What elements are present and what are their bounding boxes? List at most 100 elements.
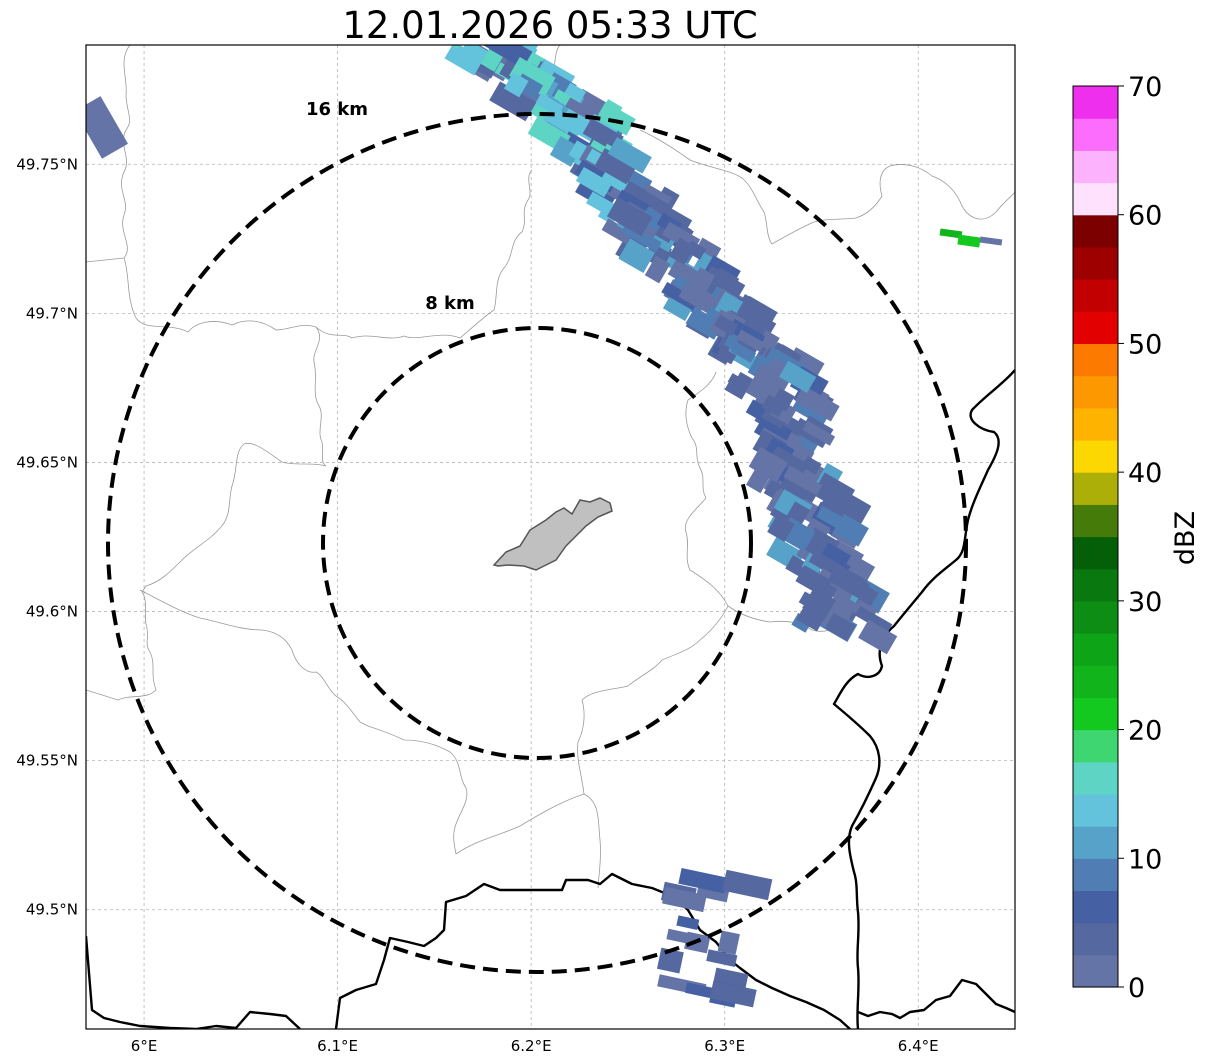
- colorbar-segment: [1073, 858, 1118, 892]
- echo-cell: [503, 72, 529, 98]
- echo-cell: [826, 591, 858, 621]
- radar-echoes: [86, 45, 1003, 1008]
- echo-cell: [791, 612, 813, 633]
- echo-cell: [822, 475, 846, 497]
- colorbar-segment: [1073, 793, 1118, 827]
- colorbar: [1073, 86, 1118, 988]
- x-tick-label: 6.4°E: [898, 1037, 939, 1055]
- colorbar-segment: [1073, 118, 1118, 151]
- echo-cell: [796, 605, 825, 632]
- echo-cell: [778, 360, 817, 394]
- colorbar-tick-label: 20: [1128, 716, 1162, 747]
- echo-cell: [748, 446, 788, 483]
- echo-cell: [601, 218, 634, 245]
- colorbar-segment: [1073, 182, 1118, 216]
- colorbar-segment: [1073, 472, 1118, 505]
- colorbar-segment: [1073, 826, 1118, 859]
- colorbar-segment: [1073, 439, 1118, 473]
- echo-cell: [821, 542, 852, 568]
- echo-cell: [767, 514, 795, 542]
- range-ring-16km: [106, 112, 968, 974]
- echo-cell: [711, 267, 740, 294]
- x-tick-label: 6.2°E: [511, 1037, 552, 1055]
- colorbar-tick-label: 10: [1128, 844, 1162, 875]
- colorbar-segment: [1073, 954, 1118, 988]
- echo-cell: [802, 420, 836, 446]
- y-tick-label: 49.5°N: [26, 901, 78, 919]
- echo-cell: [549, 136, 582, 167]
- echo-cell: [761, 394, 786, 418]
- echo-cell: [678, 281, 721, 316]
- echo-cell: [656, 947, 684, 974]
- colorbar-tick-label: 30: [1128, 587, 1162, 618]
- colorbar-segment: [1073, 150, 1118, 184]
- x-tick-label: 6.1°E: [317, 1037, 358, 1055]
- echo-cell: [827, 565, 870, 600]
- echo-cell: [713, 314, 739, 336]
- echo-cell: [601, 99, 623, 119]
- x-tick-label: 6.3°E: [704, 1037, 745, 1055]
- colorbar-tick-label: 50: [1128, 329, 1162, 360]
- colorbar-segment: [1073, 568, 1118, 602]
- colorbar-segment: [1073, 922, 1118, 956]
- colorbar-segment: [1073, 311, 1118, 345]
- colorbar-segment: [1073, 343, 1118, 377]
- echo-cell: [696, 237, 722, 260]
- echo-cell: [668, 237, 695, 265]
- plot-frame: [85, 44, 1016, 1030]
- colorbar-segment: [1073, 665, 1118, 698]
- colorbar-segment: [1073, 890, 1118, 924]
- echo-cell: [802, 587, 836, 621]
- colorbar-segment: [1073, 536, 1118, 570]
- echo-cell: [678, 867, 728, 894]
- echo-cell: [754, 363, 791, 393]
- echo-cell: [801, 456, 822, 475]
- y-tick-label: 49.7°N: [26, 304, 78, 322]
- echo-cell: [783, 465, 814, 491]
- echo-cell: [730, 341, 757, 363]
- echo-cell: [86, 96, 128, 159]
- colorbar-segment: [1073, 729, 1118, 763]
- echo-cell: [722, 869, 773, 901]
- range-ring-label-8km: 8 km: [425, 293, 475, 314]
- colorbar-segment: [1073, 633, 1118, 666]
- echo-cell: [662, 886, 707, 913]
- echo-cell: [575, 167, 613, 198]
- echo-cell: [536, 93, 564, 117]
- colorbar-segment: [1073, 279, 1118, 312]
- echo-cell: [795, 565, 832, 597]
- echo-cell: [743, 295, 778, 323]
- echo-cell: [724, 374, 751, 400]
- echo-cell: [736, 329, 766, 353]
- echo-cell: [858, 619, 898, 655]
- colorbar-label: dBZ: [1170, 511, 1201, 565]
- echo-cell: [644, 255, 671, 284]
- echo-cell: [676, 915, 700, 930]
- colorbar-tick-label: 0: [1128, 973, 1145, 1004]
- colorbar-segment: [1073, 600, 1118, 634]
- echo-cell: [939, 228, 963, 239]
- echo-cell: [709, 980, 757, 1008]
- echo-cell: [794, 385, 840, 422]
- colorbar-segment: [1073, 246, 1118, 280]
- national-borders: [86, 369, 1015, 1029]
- echo-cell: [444, 45, 484, 76]
- echo-cell: [783, 438, 815, 465]
- colorbar-segment: [1073, 761, 1118, 795]
- y-tick-label: 49.6°N: [26, 603, 78, 621]
- colorbar-segment: [1073, 86, 1118, 119]
- echo-cell: [715, 346, 737, 365]
- echo-cell: [594, 148, 637, 185]
- x-axis-ticks: 6°E 6.1°E 6.2°E 6.3°E 6.4°E: [131, 1037, 939, 1055]
- echo-cell: [810, 543, 843, 573]
- range-ring-8km: [321, 326, 753, 760]
- echo-cell: [607, 137, 652, 174]
- colorbar-segment: [1073, 697, 1118, 731]
- colorbar-segment: [1073, 407, 1118, 441]
- colorbar-ticks: 0 10 20 30 40 50 60 70: [1118, 72, 1162, 1004]
- gridlines: [86, 45, 1015, 1029]
- y-tick-label: 49.75°N: [16, 155, 78, 173]
- echo-cell: [761, 416, 793, 441]
- echo-cell: [833, 513, 869, 547]
